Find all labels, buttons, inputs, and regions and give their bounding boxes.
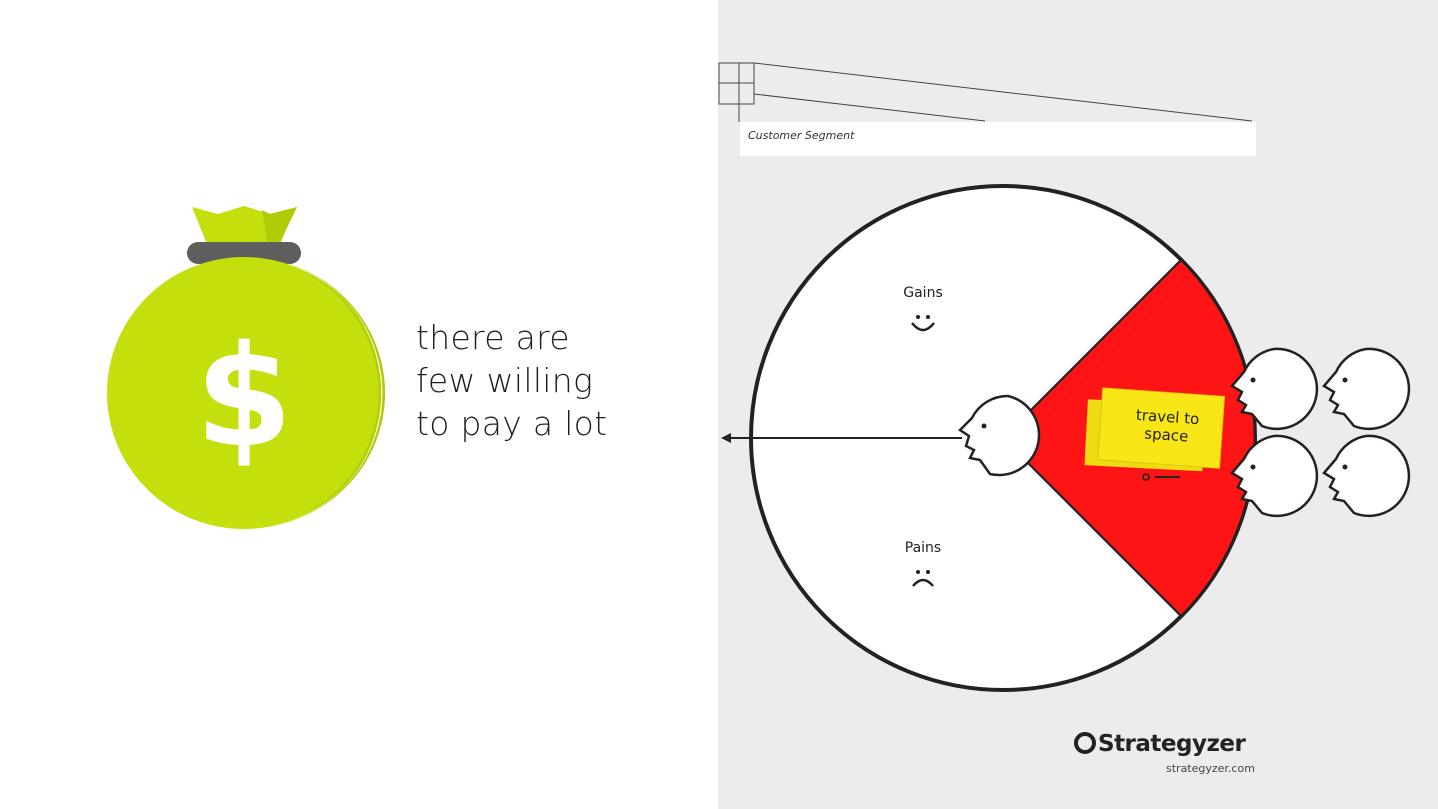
arrow-head-icon	[721, 433, 731, 443]
dollar-sign: $	[195, 316, 292, 479]
jobs-icon	[1142, 473, 1180, 481]
gains-label: Gains	[903, 285, 942, 301]
sticky-note	[1097, 387, 1226, 469]
brand-name: Strategyzer	[1098, 731, 1246, 757]
money-bag-icon: $	[107, 206, 386, 529]
perspective-lines	[718, 62, 1253, 122]
caption-line-2: few willing	[416, 361, 594, 400]
customer-head-icon	[958, 394, 1041, 477]
brand-url: strategyzer.com	[1166, 762, 1255, 775]
pains-label: Pains	[905, 540, 941, 556]
frown-icon	[912, 570, 934, 587]
caption: there are few willing to pay a lot	[416, 316, 607, 445]
customer-segment-field: Customer Segment	[740, 122, 1256, 156]
sticky-note-text: travel to space	[1135, 405, 1200, 446]
customer-segment-label: Customer Segment	[748, 129, 855, 142]
smiley-icon	[911, 315, 935, 332]
caption-line-3: to pay a lot	[416, 404, 608, 443]
left-panel: $ there are few willing to pay a lot	[0, 0, 718, 809]
customer-group-icon	[1230, 347, 1411, 518]
caption-line-1: there are	[416, 318, 570, 357]
strategyzer-logo-icon	[1074, 732, 1096, 754]
brand-logo: Strategyzer	[1074, 731, 1246, 757]
